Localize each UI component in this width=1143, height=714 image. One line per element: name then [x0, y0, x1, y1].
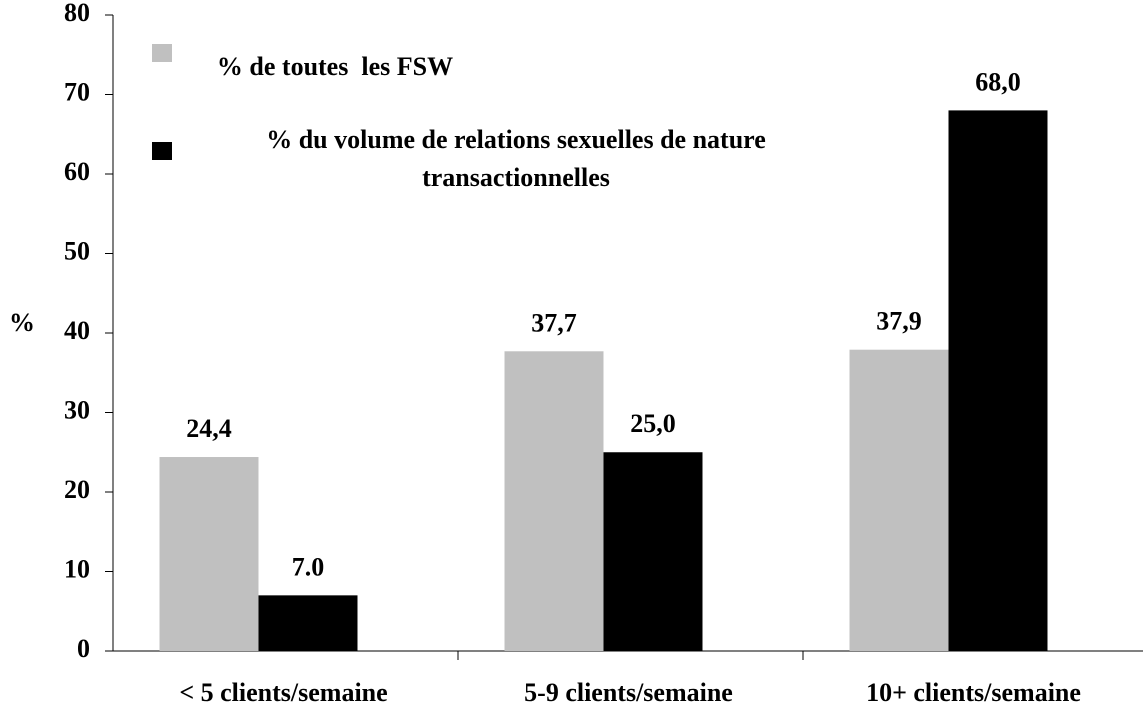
bar — [504, 351, 604, 651]
legend-label: % du volume de relations sexuelles de na… — [266, 125, 773, 192]
x-tick-label: < 5 clients/semaine — [179, 678, 387, 707]
y-tick-label: 60 — [64, 157, 90, 186]
y-axis-label: % — [9, 308, 35, 337]
value-label: 24,4 — [186, 414, 232, 443]
y-tick-label: 10 — [64, 554, 90, 583]
bar — [948, 110, 1048, 651]
bar — [258, 595, 358, 651]
legend-swatch — [152, 142, 172, 160]
y-tick-label: 40 — [64, 316, 90, 345]
value-label: 37,7 — [531, 308, 577, 337]
legend-label: % de toutes les FSW — [216, 52, 454, 81]
bar — [849, 349, 949, 651]
x-tick-label: 5-9 clients/semaine — [524, 678, 733, 707]
value-label: 7.0 — [292, 552, 325, 581]
y-tick-label: 0 — [77, 634, 90, 663]
x-tick-label: 10+ clients/semaine — [866, 678, 1081, 707]
value-label: 68,0 — [975, 67, 1021, 96]
y-tick-label: 30 — [64, 395, 90, 424]
y-tick-label: 80 — [64, 0, 90, 27]
y-tick-label: 70 — [64, 77, 90, 106]
y-tick-label: 50 — [64, 236, 90, 265]
legend-swatch — [152, 44, 172, 62]
value-label: 37,9 — [876, 307, 922, 336]
value-label: 25,0 — [630, 409, 676, 438]
bar — [159, 457, 259, 651]
y-tick-label: 20 — [64, 475, 90, 504]
bar — [603, 452, 703, 651]
